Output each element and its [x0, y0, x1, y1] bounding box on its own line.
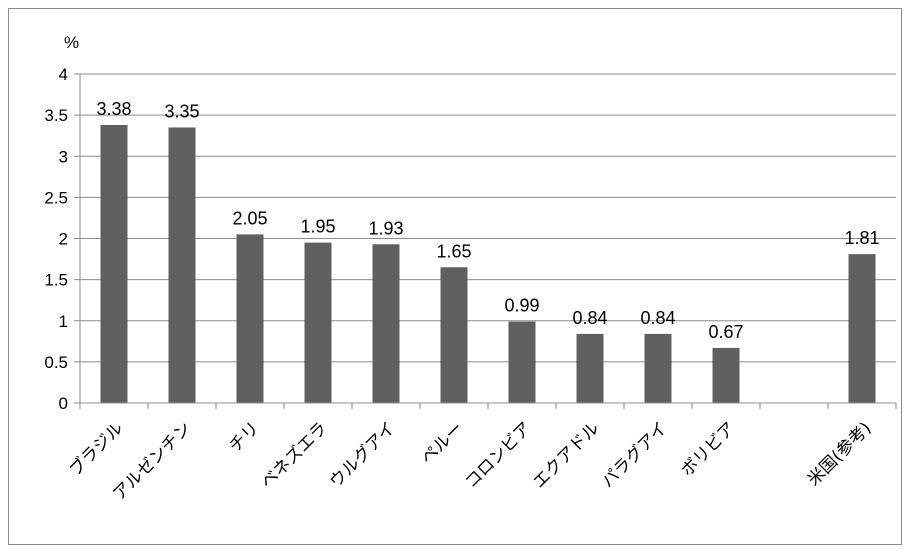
data-labels: 3.38 3.35 2.05 1.95 1.93 1.65 0.99 0.84 0.84 0.67… — [96, 99, 879, 342]
bar — [576, 333, 604, 403]
data-label: 0.84 — [640, 308, 675, 328]
bar — [508, 321, 536, 403]
data-label: 3.38 — [96, 99, 131, 119]
data-label: 1.95 — [300, 217, 335, 237]
bar — [712, 347, 740, 403]
y-tick-label: 0 — [59, 394, 68, 413]
data-label: 2.05 — [232, 208, 267, 228]
data-label: 0.84 — [572, 308, 607, 328]
data-label: 3.35 — [164, 101, 199, 121]
data-label: 0.67 — [708, 322, 743, 342]
bar — [168, 127, 196, 404]
data-label: 0.99 — [504, 296, 539, 316]
bar — [372, 244, 400, 403]
y-tick-label: 3 — [59, 147, 68, 166]
y-tick-label: 2 — [59, 230, 68, 249]
bar — [304, 242, 332, 403]
category-label: コロンビア — [461, 418, 535, 492]
gridlines — [80, 73, 896, 363]
bars — [100, 124, 876, 404]
category-label: ウルグアイ — [326, 418, 400, 492]
y-tick-label: 1 — [59, 312, 68, 331]
bar — [100, 124, 128, 404]
y-unit-label: % — [64, 33, 79, 52]
bar — [236, 234, 264, 403]
category-label: エクアドル — [529, 418, 603, 492]
data-label: 1.81 — [844, 228, 879, 248]
x-axis — [79, 74, 897, 409]
y-tick-label: 0.5 — [44, 353, 68, 372]
data-label: 1.65 — [436, 241, 471, 261]
y-tick-label: 4 — [59, 65, 68, 84]
y-axis-ticks: 0 0.5 1 1.5 2 2.5 3 3.5 4 — [44, 65, 80, 413]
category-label: チリ — [225, 418, 263, 456]
category-label: ボリビア — [677, 418, 739, 480]
y-tick-label: 1.5 — [44, 271, 68, 290]
bar — [440, 267, 468, 403]
data-label: 1.93 — [368, 218, 403, 238]
category-label: ブラジル — [65, 418, 128, 481]
bar — [848, 254, 876, 403]
y-tick-label: 3.5 — [44, 106, 68, 125]
category-label: ベネズエラ — [257, 418, 331, 492]
category-label: ペルー — [417, 418, 467, 468]
category-label: パラグアイ — [598, 418, 672, 492]
category-label: 米国(参考) — [804, 418, 876, 490]
y-tick-label: 2.5 — [44, 188, 68, 207]
bar — [644, 333, 672, 403]
